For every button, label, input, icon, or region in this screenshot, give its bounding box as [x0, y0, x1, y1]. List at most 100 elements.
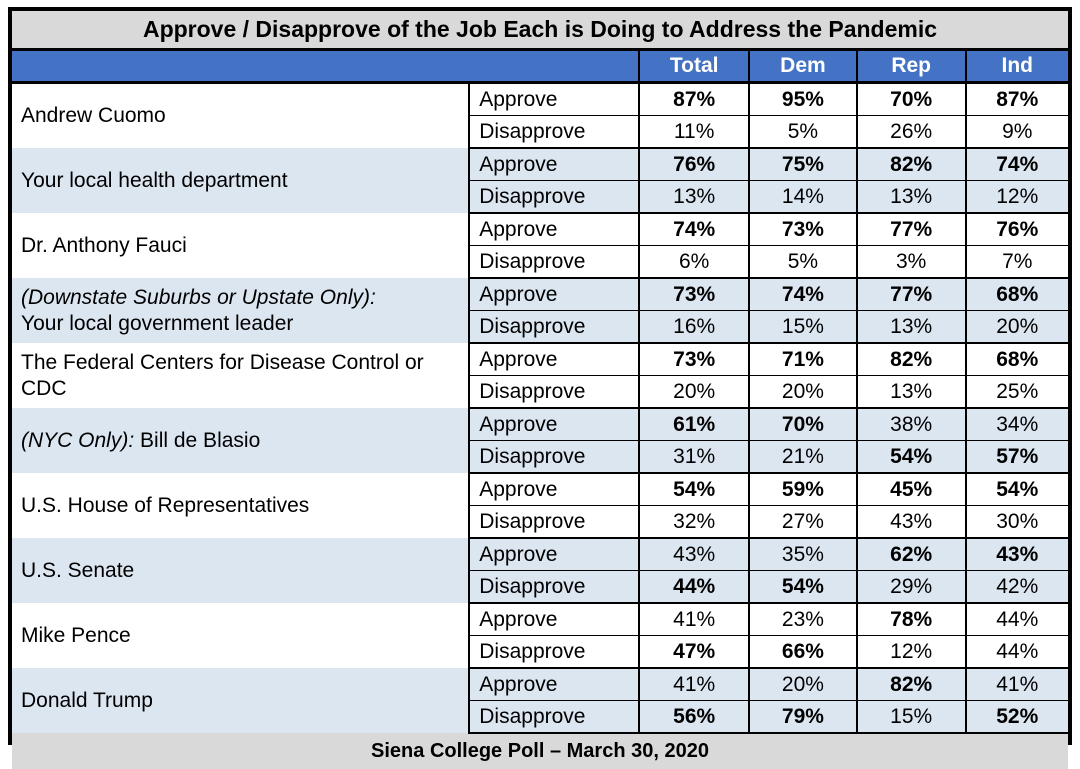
disapprove-label-cell: Disapprove [468, 440, 640, 474]
approve-value-cell: 43% [638, 538, 750, 571]
disapprove-value-cell: 5% [748, 115, 857, 149]
approve-value-cell: 74% [638, 213, 750, 246]
approve-value-cell: 41% [638, 668, 750, 701]
disapprove-value-cell: 6% [638, 245, 750, 279]
approve-value-cell: 82% [855, 148, 966, 181]
entity-name: Your local government leader [21, 311, 294, 335]
disapprove-value-cell: 29% [855, 570, 966, 604]
disapprove-row: Disapprove 16% 15% 13% 20% [12, 310, 1068, 344]
approve-value-cell: 41% [638, 603, 750, 636]
title-row: Approve / Disapprove of the Job Each is … [12, 11, 1068, 51]
approve-value-cell: 59% [748, 473, 857, 506]
disapprove-value-cell: 44% [964, 635, 1068, 669]
approve-value-cell: 78% [855, 603, 966, 636]
disapprove-row: Disapprove 20% 20% 13% 25% [12, 375, 1068, 409]
approve-value-cell: 77% [855, 278, 966, 311]
approve-value-cell: 41% [964, 668, 1068, 701]
entity-name-cell: (Downstate Suburbs or Upstate Only): Your… [12, 278, 470, 343]
disapprove-value-cell: 56% [638, 700, 750, 734]
table-frame: Approve / Disapprove of the Job Each is … [8, 7, 1072, 769]
entity-name: Bill de Blasio [140, 428, 261, 452]
approve-row: (NYC Only): Bill de Blasio Approve 61% 70% 3… [12, 408, 1068, 473]
approve-value-cell: 62% [855, 538, 966, 571]
approve-row: Mike Pence Approve 41% 23% 78% 44% [12, 603, 1068, 668]
disapprove-row: Disapprove 44% 54% 29% 42% [12, 570, 1068, 604]
disapprove-value-cell: 54% [748, 570, 857, 604]
disapprove-value-cell: 42% [964, 570, 1068, 604]
disapprove-label-cell: Disapprove [468, 700, 640, 734]
approve-value-cell: 82% [855, 668, 966, 701]
entity-name: Dr. Anthony Fauci [21, 233, 187, 257]
disapprove-value-cell: 15% [748, 310, 857, 344]
approve-value-cell: 43% [964, 538, 1068, 571]
approve-value-cell: 87% [638, 82, 750, 116]
entity-name: The Federal Centers for Disease Control … [21, 350, 424, 400]
page: Approve / Disapprove of the Job Each is … [8, 7, 1072, 769]
disapprove-value-cell: 12% [964, 180, 1068, 214]
disapprove-row: Disapprove 11% 5% 26% 9% [12, 115, 1068, 149]
approve-value-cell: 76% [964, 213, 1068, 246]
approve-value-cell: 82% [855, 343, 966, 376]
approve-row: U.S. Senate Approve 43% 35% 62% 43% [12, 538, 1068, 603]
disapprove-value-cell: 27% [748, 505, 857, 539]
header-cell-ind: Ind [964, 49, 1068, 84]
entity-name-cell: (NYC Only): Bill de Blasio [12, 408, 470, 473]
disapprove-value-cell: 32% [638, 505, 750, 539]
approve-value-cell: 38% [855, 408, 966, 441]
column-header-row: Total Dem Rep Ind [12, 49, 1068, 84]
disapprove-value-cell: 20% [964, 310, 1068, 344]
entity-name-cell: Your local health department [12, 148, 470, 213]
approve-value-cell: 61% [638, 408, 750, 441]
disapprove-label-cell: Disapprove [468, 505, 640, 539]
entity-name: Mike Pence [21, 623, 131, 647]
disapprove-value-cell: 7% [964, 245, 1068, 279]
disapprove-row: Disapprove 56% 79% 15% 52% [12, 700, 1068, 734]
disapprove-value-cell: 25% [964, 375, 1068, 409]
entity-name-cell: Mike Pence [12, 603, 470, 668]
disapprove-label-cell: Disapprove [468, 310, 640, 344]
disapprove-label-cell: Disapprove [468, 375, 640, 409]
approve-value-cell: 77% [855, 213, 966, 246]
approve-label-cell: Approve [468, 408, 640, 441]
approve-label-cell: Approve [468, 213, 640, 246]
entity-name: U.S. House of Representatives [21, 493, 310, 517]
approve-label-cell: Approve [468, 82, 640, 116]
header-spacer-cell [12, 49, 640, 84]
disapprove-value-cell: 20% [638, 375, 750, 409]
entity-name-cell: Donald Trump [12, 668, 470, 733]
disapprove-row: Disapprove 47% 66% 12% 44% [12, 635, 1068, 669]
disapprove-value-cell: 13% [638, 180, 750, 214]
approve-value-cell: 34% [964, 408, 1068, 441]
poll-table: Approve / Disapprove of the Job Each is … [12, 11, 1068, 769]
approve-label-cell: Approve [468, 603, 640, 636]
entity-name-cell: U.S. House of Representatives [12, 473, 470, 538]
disapprove-value-cell: 16% [638, 310, 750, 344]
approve-label-cell: Approve [468, 278, 640, 311]
disapprove-label-cell: Disapprove [468, 570, 640, 604]
approve-value-cell: 45% [855, 473, 966, 506]
disapprove-value-cell: 43% [855, 505, 966, 539]
disapprove-value-cell: 54% [855, 440, 966, 474]
disapprove-value-cell: 9% [964, 115, 1068, 149]
approve-label-cell: Approve [468, 148, 640, 181]
disapprove-row: Disapprove 31% 21% 54% 57% [12, 440, 1068, 474]
approve-value-cell: 23% [748, 603, 857, 636]
disapprove-value-cell: 14% [748, 180, 857, 214]
approve-row: (Downstate Suburbs or Upstate Only): Your… [12, 278, 1068, 343]
entity-name-cell: The Federal Centers for Disease Control … [12, 343, 470, 408]
approve-value-cell: 74% [748, 278, 857, 311]
disapprove-value-cell: 15% [855, 700, 966, 734]
approve-row: Your local health department Approve 76% 75… [12, 148, 1068, 213]
approve-value-cell: 73% [638, 278, 750, 311]
entity-name-cell: Andrew Cuomo [12, 82, 470, 148]
disapprove-row: Disapprove 13% 14% 13% 12% [12, 180, 1068, 214]
disapprove-value-cell: 44% [638, 570, 750, 604]
entity-name: Andrew Cuomo [21, 104, 166, 128]
disapprove-row: Disapprove 6% 5% 3% 7% [12, 245, 1068, 279]
approve-value-cell: 68% [964, 343, 1068, 376]
disapprove-value-cell: 47% [638, 635, 750, 669]
approve-row: U.S. House of Representatives Approve 54% 5… [12, 473, 1068, 538]
disapprove-value-cell: 30% [964, 505, 1068, 539]
entity-name: Donald Trump [21, 688, 153, 712]
disapprove-label-cell: Disapprove [468, 245, 640, 279]
